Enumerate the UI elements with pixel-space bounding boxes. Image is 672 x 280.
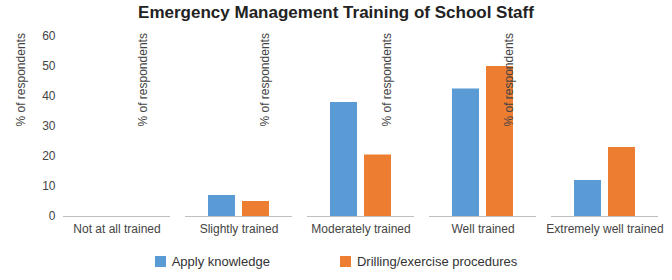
svg-text:% of respondents: % of respondents: [136, 33, 150, 126]
svg-text:% of respondents: % of respondents: [502, 33, 516, 126]
svg-text:Well trained: Well trained: [451, 222, 514, 236]
svg-text:60: 60: [42, 29, 56, 43]
html-text:Apply knowledge: Apply knowledge: [171, 253, 270, 269]
svg-text:30: 30: [42, 119, 56, 133]
svg-text:50: 50: [42, 59, 56, 73]
svg-text:Moderately trained: Moderately trained: [311, 222, 410, 236]
svg-text:0: 0: [49, 209, 56, 223]
svg-text:10: 10: [42, 179, 56, 193]
svg-text:% of respondents: % of respondents: [380, 33, 394, 126]
svg-text:Not at all trained: Not at all trained: [73, 222, 160, 236]
svg-text:Slightly trained: Slightly trained: [200, 222, 279, 236]
svg-text:Extremely well trained: Extremely well trained: [546, 222, 663, 236]
svg-text:% of respondents: % of respondents: [14, 33, 28, 126]
svg-text:20: 20: [42, 149, 56, 163]
html-text:Drilling/exercise procedures: Drilling/exercise procedures: [356, 253, 518, 269]
svg-text:% of respondents: % of respondents: [258, 33, 272, 126]
svg-text:40: 40: [42, 89, 56, 103]
html-text:Emergency Management Training: Emergency Management Training of School …: [138, 3, 534, 22]
